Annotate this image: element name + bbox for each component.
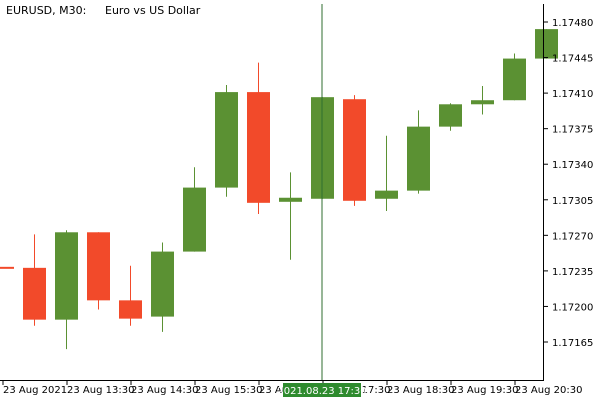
candle-body-bullish xyxy=(375,190,398,199)
chart-description-label: Euro vs US Dollar xyxy=(105,4,201,17)
candle-body-bullish xyxy=(407,126,430,191)
time-tick-label: 23 Aug 2021 xyxy=(3,385,67,396)
candle-body-bearish xyxy=(119,300,142,319)
price-tick-label: 1.17235 xyxy=(552,267,593,278)
candle-body-bullish xyxy=(471,100,494,105)
candle-body-bullish xyxy=(439,104,462,127)
time-tick-label: 23 Aug 14:30 xyxy=(131,385,198,396)
price-tick-label: 1.17375 xyxy=(552,125,593,136)
candle-body-bullish xyxy=(535,29,558,59)
price-tick-label: 1.17340 xyxy=(552,160,593,171)
candle-body-bearish xyxy=(247,92,270,203)
candle-body-bullish xyxy=(183,187,206,252)
candle-body-bearish xyxy=(23,267,46,320)
candle-body-bearish xyxy=(343,99,366,201)
candles-layer xyxy=(0,29,558,350)
time-tick-label: 23 Aug 20:30 xyxy=(515,385,582,396)
candle-body-bullish xyxy=(503,58,526,101)
time-tick-label: 23 Aug 15:30 xyxy=(195,385,262,396)
candle-body-bearish xyxy=(87,232,110,301)
crosshair-time-label: 2021.08.23 17:30 xyxy=(277,386,366,397)
chart-symbol-label: EURUSD, M30: xyxy=(6,4,86,17)
candle-body-bullish xyxy=(279,197,302,202)
price-tick-label: 1.17305 xyxy=(552,196,593,207)
price-tick-label: 1.17200 xyxy=(552,302,593,313)
candle-body-bullish xyxy=(151,251,174,317)
candle-body-bullish xyxy=(215,92,238,188)
price-tick-label: 1.17410 xyxy=(552,89,593,100)
crosshair-time-label-bg xyxy=(283,383,361,397)
time-tick-label: 23 Aug 19:30 xyxy=(451,385,518,396)
price-tick-label: 1.17445 xyxy=(552,54,593,65)
price-axis: 1.17480 1.17445 1.17410 1.17375 1.17340 1.173… xyxy=(543,18,593,349)
price-tick-label: 1.17480 xyxy=(552,18,593,29)
price-tick-label: 1.17165 xyxy=(552,338,593,349)
time-tick-label: 23 Aug 13:30 xyxy=(67,385,134,396)
crosshair-time-marker: 2021.08.23 17:30 xyxy=(277,383,367,397)
price-tick-label: 1.17270 xyxy=(552,231,593,242)
candle-body-bullish xyxy=(55,232,78,320)
time-tick-label: 23 Aug 18:30 xyxy=(387,385,454,396)
